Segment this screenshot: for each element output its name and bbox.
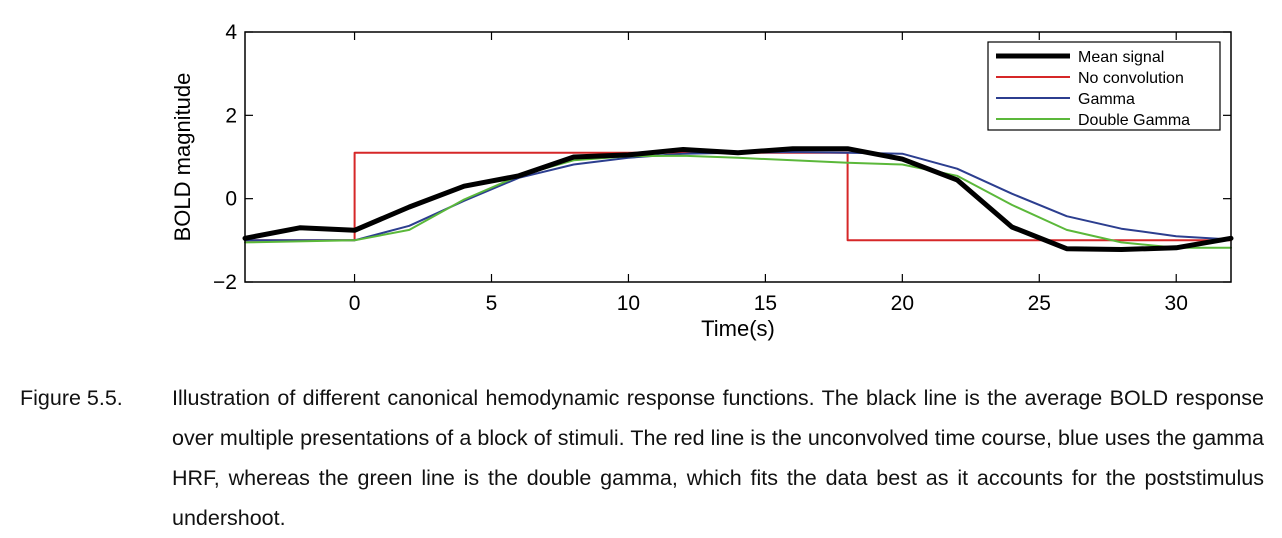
legend-items: Mean signal No convolution Gamma Double Gam… bbox=[996, 49, 1190, 129]
x-tick-label: 0 bbox=[349, 292, 361, 315]
caption-number: Figure 5.5. bbox=[20, 386, 123, 410]
ticks-layer: 0 5 10 15 20 25 30 −2 0 2 4 bbox=[213, 21, 1231, 315]
series-line-gamma bbox=[244, 151, 1232, 242]
bold-hrf-figure: 0 5 10 15 20 25 30 −2 0 2 4 Time(s) BOLD magnitude… bbox=[170, 21, 1234, 341]
series-line-double-gamma bbox=[244, 154, 1232, 249]
x-tick-label: 15 bbox=[754, 292, 777, 315]
legend-label: Mean signal bbox=[1078, 49, 1164, 66]
x-tick-label: 5 bbox=[486, 292, 498, 315]
x-axis-label: Time(s) bbox=[701, 316, 775, 341]
series-line-no-convolution bbox=[244, 151, 1232, 242]
x-tick-label: 10 bbox=[617, 292, 640, 315]
legend-label: No convolution bbox=[1078, 70, 1184, 87]
plot-frame bbox=[244, 31, 1232, 283]
y-axis-label: BOLD magnitude bbox=[170, 73, 195, 242]
line-chart: 0 5 10 15 20 25 30 −2 0 2 4 Time(s) BOLD magnitude… bbox=[170, 21, 1234, 341]
x-tick-label: 25 bbox=[1028, 292, 1051, 315]
series-line-mean-signal bbox=[242, 146, 1234, 252]
legend-label: Gamma bbox=[1078, 91, 1135, 108]
y-tick-label: 0 bbox=[225, 188, 237, 211]
y-tick-label: 2 bbox=[225, 104, 237, 127]
legend-label: Double Gamma bbox=[1078, 112, 1190, 129]
y-tick-label: 4 bbox=[225, 21, 237, 44]
x-tick-label: 30 bbox=[1165, 292, 1188, 315]
series-layer bbox=[242, 146, 1234, 252]
x-tick-label: 20 bbox=[891, 292, 914, 315]
caption-text: Illustration of different canonical hemo… bbox=[172, 386, 1264, 530]
y-tick-label: −2 bbox=[213, 271, 237, 294]
legend: Mean signal No convolution Gamma Double Gam… bbox=[987, 41, 1221, 131]
